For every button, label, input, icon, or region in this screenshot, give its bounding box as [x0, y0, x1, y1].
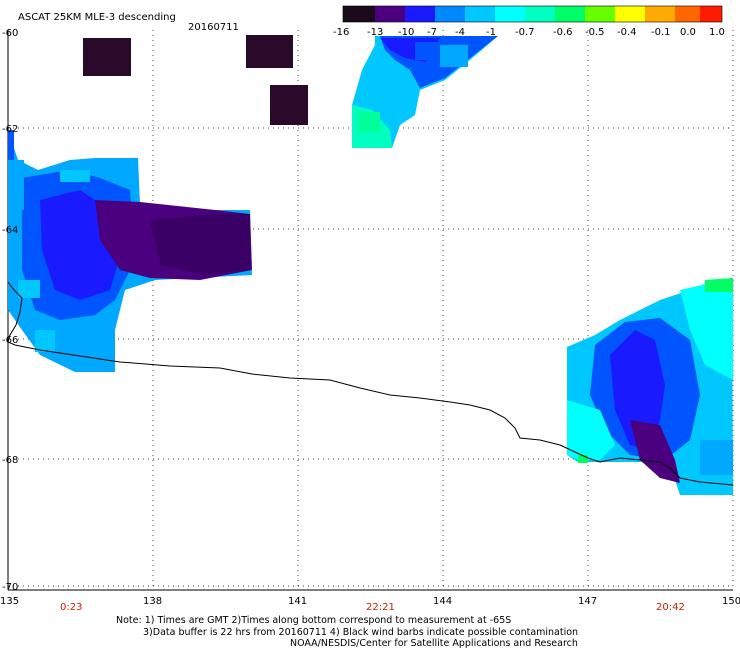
time-label: 0:23: [60, 602, 82, 613]
colorbar-black: [343, 6, 375, 22]
colorbar-label: -0.6: [553, 27, 573, 38]
colorbar-aqua: [525, 6, 555, 22]
colorbar-green: [555, 6, 585, 22]
colorbar-darkorange: [675, 6, 700, 22]
colorbar-label: -0.5: [585, 27, 605, 38]
lat-label: -64: [2, 225, 18, 236]
colorbar-blue: [405, 6, 435, 22]
colorbar-label: -0.1: [651, 27, 671, 38]
time-label: 20:42: [656, 602, 685, 613]
colorbar-label: 0.0: [680, 27, 696, 38]
colorbar-label: -7: [427, 27, 437, 38]
colorbar-lightblue: [435, 6, 465, 22]
colorbar: -16 -13 -10 -7 -4 -1 -0.7 -0.6 -0.5 -0.4…: [333, 5, 725, 38]
longitude-labels: 135 138 141 144 147 150: [0, 596, 740, 607]
colorbar-red: [700, 6, 722, 22]
colorbar-yellow: [615, 6, 645, 22]
lon-label: 150: [722, 596, 740, 607]
colorbar-lime: [585, 6, 615, 22]
colorbar-label: -0.7: [515, 27, 535, 38]
lat-label: -68: [2, 455, 18, 466]
colorbar-skyblue: [465, 6, 495, 22]
lat-label: -62: [2, 124, 18, 135]
colorbar-label: -1: [486, 27, 496, 38]
colorbar-label: -0.4: [617, 27, 637, 38]
wind-data-patches: [8, 35, 733, 495]
lon-label: 144: [433, 596, 452, 607]
colorbar-label: -4: [455, 27, 465, 38]
note-line-1: Note: 1) Times are GMT 2)Times along bot…: [116, 615, 512, 626]
colorbar-label: -13: [367, 27, 383, 38]
lon-label: 141: [288, 596, 307, 607]
colorbar-purple: [375, 6, 405, 22]
colorbar-orange: [645, 6, 675, 22]
map-date: 20160711: [188, 22, 239, 33]
time-labels: 0:23 22:21 20:42: [60, 602, 685, 613]
lon-label: 135: [0, 596, 19, 607]
lat-label: -60: [2, 28, 18, 39]
note-line-2: 3)Data buffer is 22 hrs from 20160711 4)…: [143, 627, 579, 638]
lon-label: 138: [143, 596, 162, 607]
latitude-labels: -60 -62 -64 -66 -68 -70: [2, 28, 18, 593]
map-title: ASCAT 25KM MLE-3 descending: [18, 12, 176, 23]
antarctic-coastline: [7, 281, 734, 486]
colorbar-label: -10: [398, 27, 414, 38]
time-label: 22:21: [366, 602, 395, 613]
lon-label: 147: [578, 596, 597, 607]
note-line-3: NOAA/NESDIS/Center for Satellite Applica…: [290, 638, 578, 649]
colorbar-cyan: [495, 6, 525, 22]
lat-label: -66: [2, 335, 18, 346]
colorbar-label: 1.0: [709, 27, 725, 38]
lat-label: -70: [2, 582, 18, 593]
colorbar-label: -16: [333, 27, 349, 38]
